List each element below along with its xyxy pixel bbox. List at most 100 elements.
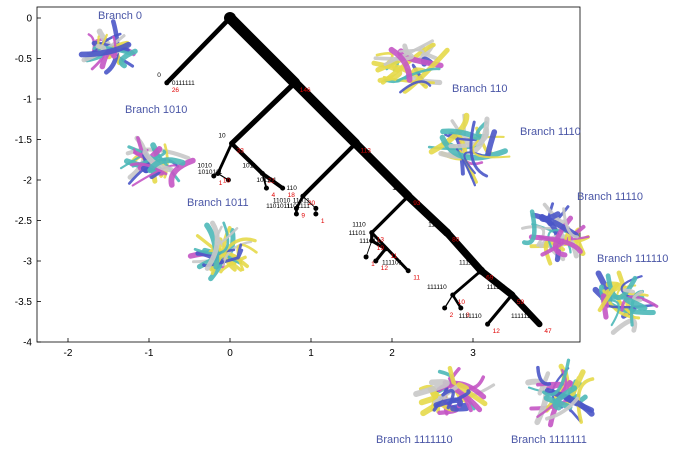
tree-edge — [290, 78, 361, 149]
node-count: 10 — [458, 299, 466, 306]
node-count: 8 — [466, 312, 470, 319]
protein-ribbon-icon — [592, 270, 659, 335]
y-tick-label: -0.5 — [15, 54, 33, 65]
y-tick-label: -2.5 — [15, 216, 33, 227]
tree-node — [280, 185, 286, 191]
node-count: 4 — [271, 192, 275, 199]
node-count: 33 — [237, 148, 245, 155]
node-count: 47 — [544, 328, 552, 335]
tree-edge — [300, 141, 358, 199]
tree-node — [225, 177, 231, 183]
branch-image-label: Branch 1010 — [125, 104, 187, 116]
node-count: 11 — [413, 275, 420, 282]
tree-node — [383, 246, 389, 252]
tree-node — [509, 292, 515, 298]
tree-node — [485, 321, 491, 327]
node-count: 26 — [172, 87, 180, 94]
tree-edge — [370, 239, 388, 251]
protein-ribbon-icon — [371, 39, 450, 94]
node-count: 113 — [361, 148, 372, 155]
node-label: 10 — [218, 133, 226, 140]
node-label: 0 — [157, 72, 161, 79]
tree-node — [458, 305, 464, 311]
node-count: 10 — [223, 178, 231, 185]
tree-edge — [260, 171, 285, 191]
node-count: 19 — [377, 245, 385, 252]
node-label: 111011 — [359, 238, 380, 245]
y-tick-label: -3 — [23, 257, 32, 268]
tree-node — [211, 173, 217, 179]
branch-image-label: Branch 0 — [98, 10, 142, 22]
tree-edge — [477, 267, 516, 299]
tree-edge — [374, 247, 388, 263]
tree-edge — [451, 269, 483, 297]
node-count: 69 — [486, 275, 494, 282]
tree-edge — [302, 195, 317, 209]
tree-labels: 0011111126114610331111310101011010111101… — [157, 72, 552, 335]
node-label: 1101111 — [286, 203, 310, 210]
node-count: 12 — [381, 265, 389, 272]
x-tick-label: 2 — [389, 348, 395, 359]
node-label: 1110 — [352, 222, 366, 229]
x-tick-label: 0 — [227, 348, 233, 359]
tree-node — [442, 305, 448, 311]
x-tick-label: 1 — [308, 348, 314, 359]
x-tick-label: 3 — [470, 348, 476, 359]
tree-edge — [229, 80, 298, 147]
tree-node — [215, 171, 221, 177]
node-label: 1111111 — [511, 313, 534, 320]
node-label: 1111 — [428, 222, 441, 229]
branch-image-label: Branch 1111111 — [511, 434, 587, 446]
tree-edge — [216, 142, 234, 175]
protein-ribbon-icon — [427, 112, 511, 187]
node-label: 1101011 — [266, 203, 291, 210]
y-tick-label: -2 — [23, 176, 32, 187]
tree-edge — [486, 293, 514, 326]
node-label: 11010 — [273, 197, 291, 204]
tree-edges — [164, 12, 543, 328]
node-count: 22 — [267, 178, 275, 185]
node-label: 1011 — [242, 163, 256, 170]
branch-image-label: Branch 111110 — [597, 253, 668, 265]
y-tick-label: 0 — [26, 14, 32, 25]
tree-node — [369, 230, 375, 236]
tree-node — [290, 78, 299, 87]
tree-node — [404, 192, 413, 201]
branch-image-label: Branch 1111110 — [376, 434, 453, 446]
tree-node — [164, 80, 170, 86]
tree-node — [300, 193, 306, 199]
node-count: 9 — [301, 212, 305, 219]
protein-ribbon-icon — [78, 19, 138, 75]
y-tick-label: -1 — [23, 95, 32, 106]
node-count: 20 — [308, 200, 316, 207]
branch-image-label: Branch 110 — [452, 83, 507, 95]
branch-structure-images: Branch 0 Branch 1010 Branch 1011 Branch 110… — [78, 10, 668, 446]
node-count: 13 — [377, 237, 385, 244]
protein-ribbon-icon — [521, 202, 590, 266]
node-count: 1 — [371, 261, 375, 268]
tree-node — [263, 185, 269, 191]
plot-frame — [36, 6, 581, 343]
tree-node — [477, 266, 486, 275]
tree-edge — [443, 228, 485, 275]
y-tick-label: -3.5 — [15, 297, 33, 308]
tree-node — [259, 171, 265, 177]
protein-ribbon-icon — [119, 135, 196, 188]
tree-node — [363, 254, 369, 260]
node-label: 1111110 — [459, 313, 482, 320]
tree-node — [405, 268, 411, 274]
tree-edge — [404, 192, 452, 237]
protein-ribbon-icon — [413, 365, 496, 417]
tree-node — [536, 321, 542, 327]
node-label: 1010111 — [198, 169, 223, 176]
node-label: 110 — [287, 185, 298, 192]
tree-node — [293, 205, 299, 211]
tree-node — [293, 211, 299, 217]
node-label: 111111 — [487, 284, 507, 291]
node-label: 101111 — [256, 177, 277, 184]
node-label: 11111 — [459, 260, 476, 267]
node-label: 1 — [285, 72, 289, 79]
tree-node — [450, 292, 456, 298]
node-count: 1 — [219, 180, 223, 187]
